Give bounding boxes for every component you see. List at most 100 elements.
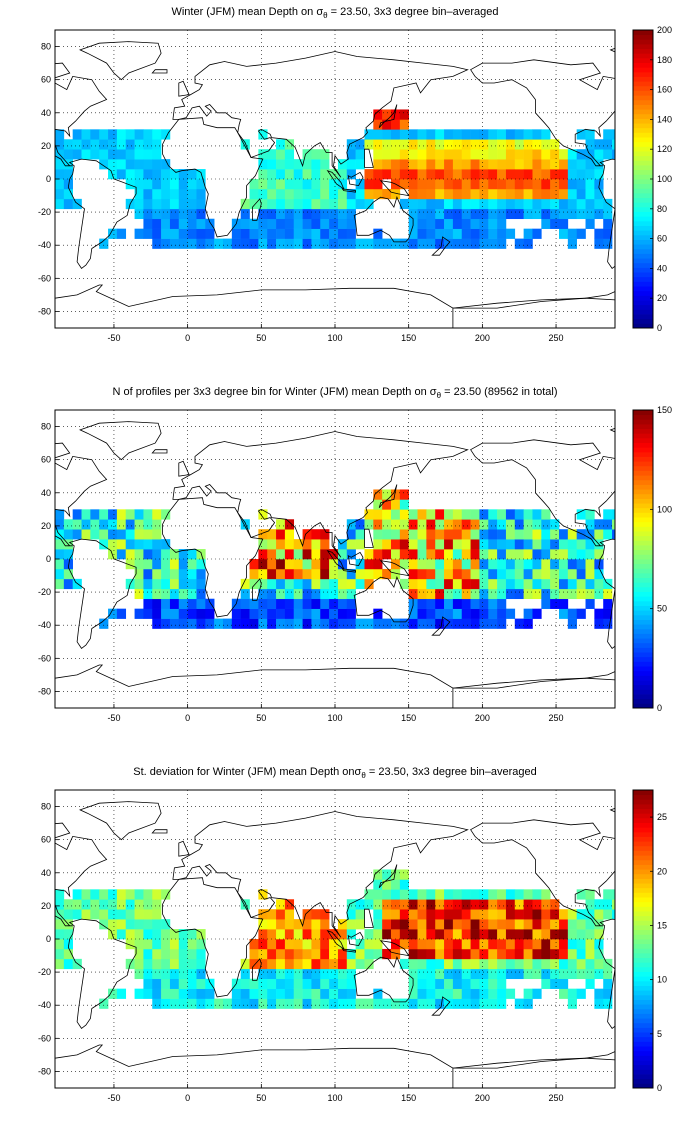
heat-cell xyxy=(435,218,445,229)
heat-cell xyxy=(72,139,82,150)
heat-cell xyxy=(576,608,586,619)
heat-cell xyxy=(187,978,197,989)
heat-cell xyxy=(196,228,206,239)
heat-cell xyxy=(152,228,162,239)
heat-cell xyxy=(161,208,171,220)
chart-title: Winter (JFM) mean Depth on σθ = 23.50, 3… xyxy=(171,6,499,21)
heat-cell xyxy=(559,948,569,960)
heat-cell xyxy=(382,499,392,510)
heat-cell xyxy=(320,939,330,950)
heat-cell xyxy=(240,578,250,590)
heat-cell xyxy=(240,198,250,210)
heat-cell xyxy=(187,179,197,190)
heat-cell xyxy=(293,218,303,229)
heat-cell xyxy=(364,948,374,960)
heat-cell xyxy=(99,539,109,550)
heat-cell xyxy=(116,169,127,180)
heat-cell xyxy=(161,598,171,609)
heat-cell xyxy=(603,139,613,150)
heat-cell xyxy=(470,159,480,170)
heat-cell xyxy=(461,208,471,220)
heat-cell xyxy=(134,139,144,150)
heat-cell xyxy=(505,939,516,950)
heat-cell xyxy=(523,939,533,950)
heat-cell xyxy=(488,179,498,190)
heat-cell xyxy=(452,208,463,220)
heat-cell xyxy=(346,139,356,150)
heat-cell xyxy=(373,939,383,950)
heat-cell xyxy=(488,899,498,910)
heat-cell xyxy=(426,588,436,600)
heat-cell xyxy=(143,159,153,170)
heat-cell xyxy=(408,238,418,249)
heat-cell xyxy=(523,899,533,910)
heat-cell xyxy=(417,939,427,950)
heat-cell xyxy=(346,588,356,600)
heat-cell xyxy=(311,218,321,229)
coastline xyxy=(151,69,168,74)
heat-cell xyxy=(276,929,286,940)
heat-cell xyxy=(258,889,268,900)
heat-cell xyxy=(576,988,586,999)
heat-cell xyxy=(311,179,321,190)
heat-cell xyxy=(169,598,180,609)
heat-cell xyxy=(55,939,65,950)
heat-cell xyxy=(382,549,392,560)
heat-cell xyxy=(55,899,65,910)
heat-cell xyxy=(523,578,533,590)
heat-cell xyxy=(302,228,312,239)
heat-cell xyxy=(152,919,162,930)
heat-cell xyxy=(169,988,180,999)
coastline xyxy=(452,664,696,709)
heat-cell xyxy=(249,578,259,590)
heat-cell xyxy=(178,968,188,980)
heat-cell xyxy=(329,988,339,999)
heat-cell xyxy=(240,968,250,980)
heat-cell xyxy=(329,588,339,600)
heat-cell xyxy=(125,169,135,180)
heat-cell xyxy=(532,909,542,920)
heat-cell xyxy=(320,149,330,160)
heat-cell xyxy=(541,958,551,970)
heat-cell xyxy=(293,188,303,200)
heat-cell xyxy=(293,929,303,940)
heat-cell xyxy=(63,519,73,530)
heat-cell xyxy=(567,968,577,980)
heat-cell xyxy=(541,939,551,950)
heat-cell xyxy=(143,149,153,160)
heat-cell xyxy=(470,978,480,989)
heat-cell xyxy=(161,929,171,940)
heat-cell xyxy=(108,129,118,140)
heat-cell xyxy=(337,978,348,989)
heat-cell xyxy=(550,188,560,200)
heat-cell xyxy=(125,559,135,570)
heat-cell xyxy=(302,188,312,200)
heat-cell xyxy=(452,909,463,920)
heat-cell xyxy=(311,228,321,239)
heat-cell xyxy=(134,899,144,910)
heat-cell xyxy=(426,149,436,160)
heat-cell xyxy=(161,129,171,140)
heat-cell xyxy=(408,899,418,910)
heat-cell xyxy=(444,539,454,550)
heat-cell xyxy=(559,939,569,950)
heat-cell xyxy=(284,519,295,530)
heat-cell xyxy=(514,539,524,550)
heat-cell xyxy=(161,179,171,190)
heat-cell xyxy=(497,238,507,249)
heat-cell xyxy=(399,519,409,530)
heat-cell xyxy=(444,519,454,530)
heat-cell xyxy=(293,618,303,629)
heat-cell xyxy=(276,179,286,190)
y-tick-label: -20 xyxy=(38,207,51,217)
heat-cell xyxy=(435,559,445,570)
heat-cell xyxy=(444,179,454,190)
heat-cell xyxy=(90,519,100,530)
grid xyxy=(55,410,615,708)
heat-cell xyxy=(603,988,613,999)
heat-cell xyxy=(99,149,109,160)
heat-cell xyxy=(302,978,312,989)
heat-cell xyxy=(417,169,427,180)
heat-cell xyxy=(320,958,330,970)
heatmap-plot: -50 0 50 100 150 200 250806040200-20-40-60-801… xyxy=(0,380,696,760)
